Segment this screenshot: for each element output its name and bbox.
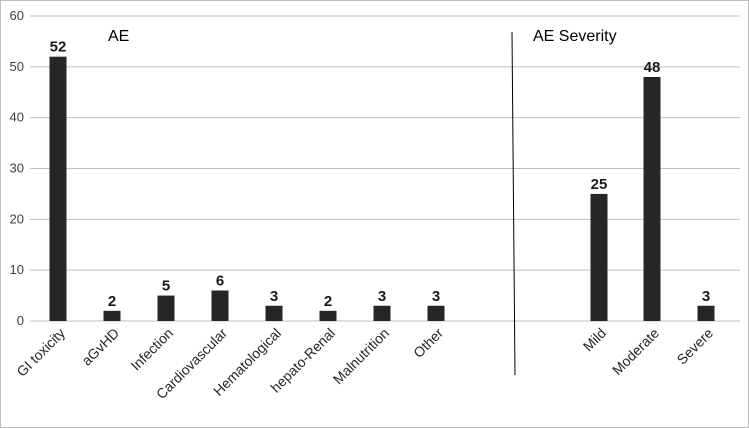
y-tick-label: 20 (10, 211, 24, 226)
bar (319, 310, 337, 321)
x-tick-label: Mild (580, 325, 609, 354)
bar (590, 193, 608, 321)
y-tick-label: 30 (10, 161, 24, 176)
bar (427, 305, 445, 321)
data-label: 3 (270, 288, 278, 305)
data-label: 6 (216, 273, 224, 290)
data-label: 25 (591, 176, 608, 193)
x-tick-label: Other (410, 325, 446, 361)
bar (643, 77, 661, 321)
y-axis-ticks: 0 10 20 30 40 50 60 (10, 8, 24, 328)
x-tick-label: GI toxicity (13, 325, 68, 380)
data-label: 3 (702, 288, 710, 305)
y-tick-label: 40 (10, 110, 24, 125)
bars (49, 56, 715, 322)
x-tick-label: Severe (673, 325, 716, 368)
y-tick-label: 50 (10, 59, 24, 74)
gridlines (30, 15, 740, 322)
data-label: 2 (324, 293, 332, 310)
panel-title-ae-severity: AE Severity (533, 28, 617, 45)
bar (49, 56, 67, 322)
data-label: 3 (378, 288, 386, 305)
panel-title-ae: AE (108, 28, 129, 45)
data-label: 5 (162, 278, 170, 295)
bar (103, 310, 121, 321)
data-label: 52 (50, 39, 67, 56)
category-labels: GI toxicity aGvHD InfectionCardiovascularH… (13, 325, 716, 403)
y-tick-label: 60 (10, 8, 24, 23)
bar (373, 305, 391, 321)
bar (697, 305, 715, 321)
x-tick-label: Malnutrition (330, 325, 392, 387)
data-label: 3 (432, 288, 440, 305)
x-tick-label: aGvHD (78, 325, 122, 369)
x-tick-label: Infection (127, 325, 176, 374)
bar (265, 305, 283, 321)
y-tick-label: 10 (10, 262, 24, 277)
data-label: 2 (108, 293, 116, 310)
bar (157, 295, 175, 321)
panel-divider (511, 31, 516, 376)
data-label: 48 (644, 59, 661, 76)
x-tick-label: Moderate (609, 325, 662, 378)
y-tick-label: 0 (17, 313, 24, 328)
bar (211, 290, 229, 321)
